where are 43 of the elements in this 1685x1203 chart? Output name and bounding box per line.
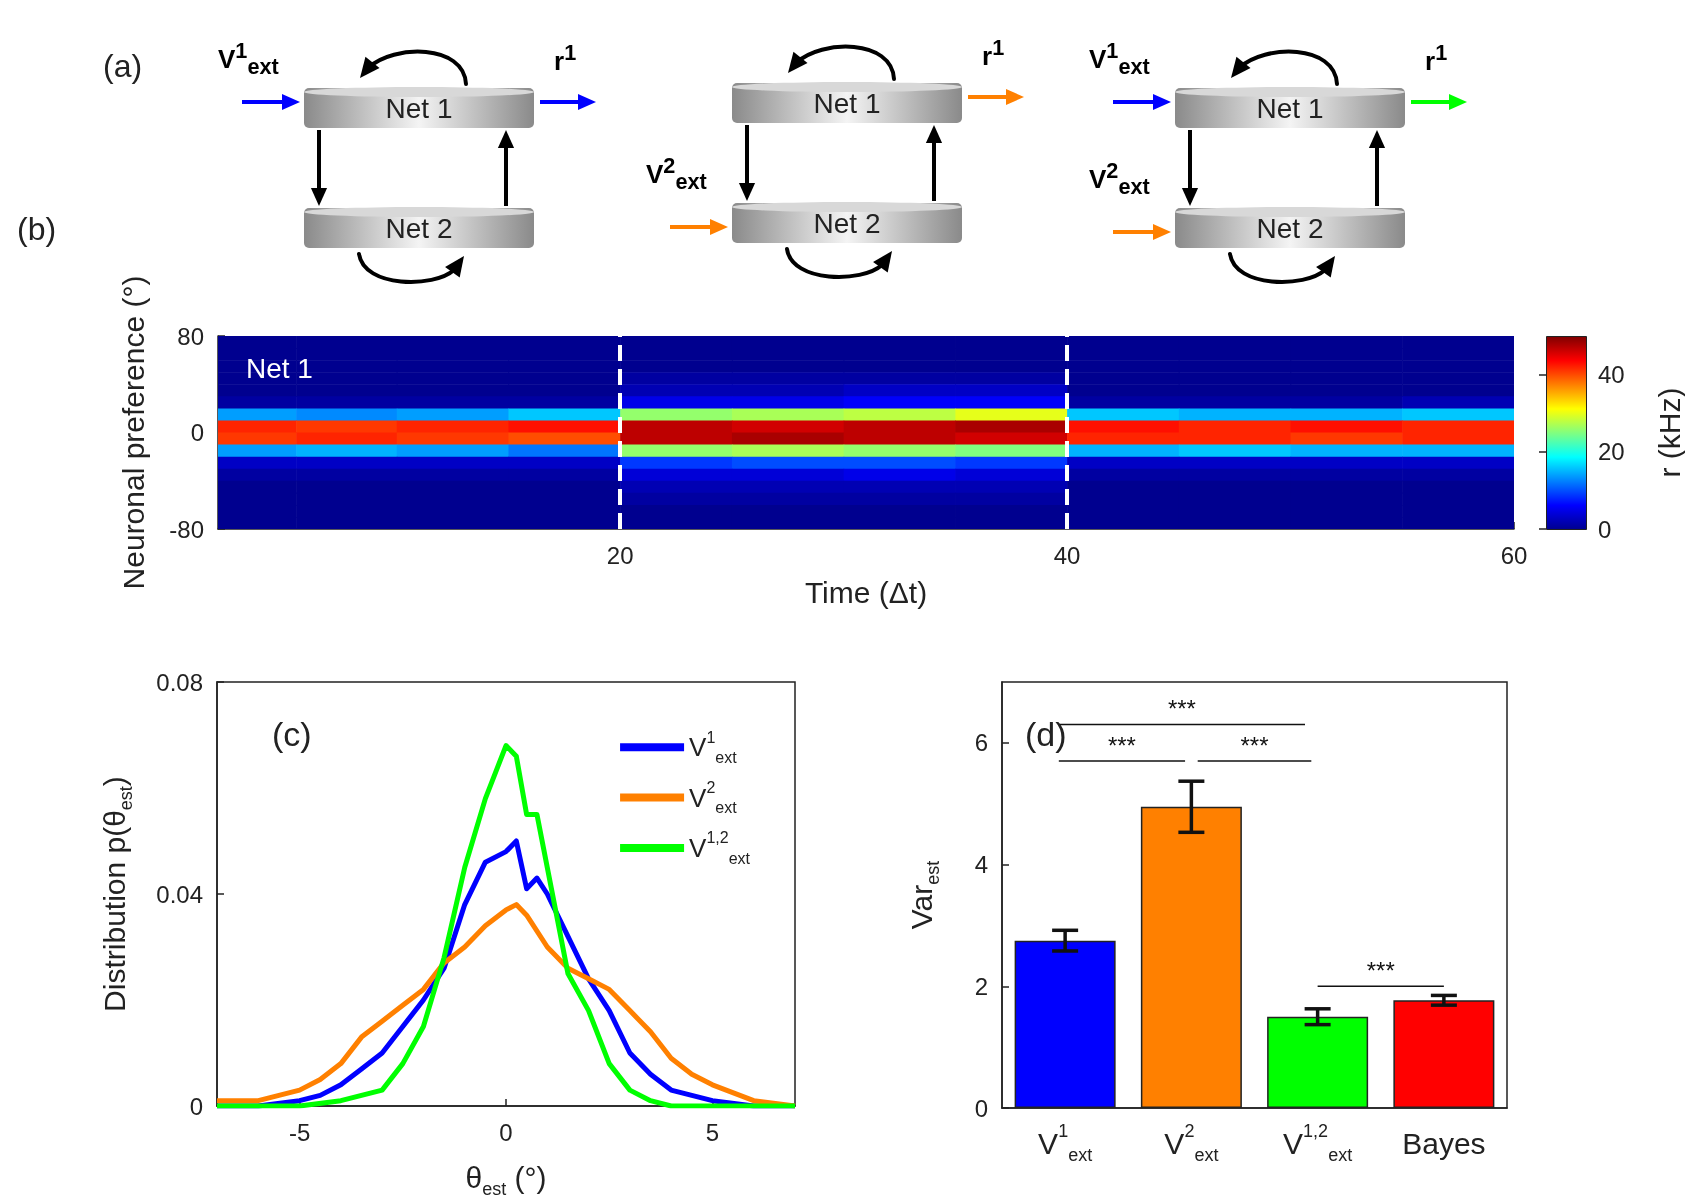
y-tick-label: 2 xyxy=(974,972,988,1000)
x-tick-label: 40 xyxy=(1053,541,1081,569)
y-tick-label: 0.08 xyxy=(156,668,203,696)
annotation: *** xyxy=(1240,731,1269,759)
x-tick-label: 0 xyxy=(499,1118,513,1146)
text: (a) xyxy=(103,48,143,85)
color-bar-label: 0 xyxy=(1598,515,1612,543)
y-axis-title: Distribution p(θest) xyxy=(97,776,136,1012)
text: Net 2 xyxy=(1255,213,1325,244)
color-bar-label: 40 xyxy=(1598,361,1625,389)
chart-title: (b) xyxy=(17,211,57,247)
y-tick-label: 80 xyxy=(177,322,204,350)
text: r$^{1}$ xyxy=(1425,40,1448,76)
x-tick-label: 20 xyxy=(606,541,634,569)
x-tick-label: -5 xyxy=(288,1118,311,1146)
text: Net 1 xyxy=(384,93,454,124)
annotation: *** xyxy=(1107,731,1136,759)
y-tick-label: -80 xyxy=(169,515,204,543)
y-tick-label: 0 xyxy=(190,419,204,446)
annotation: *** xyxy=(1366,956,1395,984)
y-axis-title: Neuronal preference (°) xyxy=(116,275,150,590)
y-tick-label: 0.04 xyxy=(156,880,203,908)
x-axis-title: Time (Δt) xyxy=(804,575,928,609)
text: Net 1 xyxy=(812,88,882,119)
text: (c) xyxy=(272,715,312,753)
x-tick-label: 60 xyxy=(1500,541,1528,569)
text: (d) xyxy=(1025,715,1067,753)
x-tick-label: Bayes xyxy=(1402,1126,1486,1160)
text: Net 2 xyxy=(812,208,882,239)
annotation: Net 1 xyxy=(246,352,313,384)
y-axis-title: Varest xyxy=(904,860,943,930)
text: r$^{1}$ xyxy=(554,40,577,76)
y-tick-label: 4 xyxy=(974,851,988,879)
text: Net 2 xyxy=(384,213,454,244)
color-bar-label: 20 xyxy=(1598,438,1625,466)
y-tick-label: 0 xyxy=(189,1092,203,1120)
annotation: *** xyxy=(1167,695,1196,723)
x-tick-label: 5 xyxy=(705,1118,720,1146)
text: Net 1 xyxy=(1255,93,1325,124)
y-tick-label: 0 xyxy=(974,1094,988,1122)
color-bar-title: r (kHz) xyxy=(1652,387,1685,478)
y-tick-label: 6 xyxy=(974,729,988,757)
text: r$^{1}$ xyxy=(982,35,1005,71)
